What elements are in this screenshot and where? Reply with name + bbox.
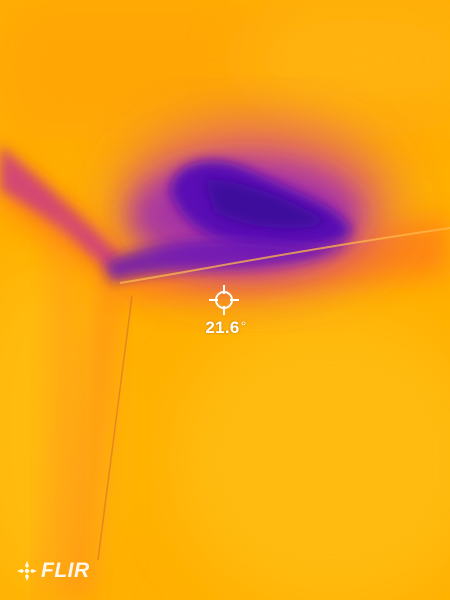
- flir-logo-icon: [17, 561, 37, 581]
- spot-temperature-readout: 21.6°: [196, 318, 256, 338]
- spot-temperature-value: 21.6: [205, 318, 240, 337]
- flir-logo-text: FLIR: [41, 559, 90, 582]
- flir-brand: FLIR: [16, 559, 90, 583]
- corner-edge: [70, 280, 118, 600]
- crosshair-icon: [209, 285, 239, 315]
- spot-temperature-unit: °: [240, 318, 247, 334]
